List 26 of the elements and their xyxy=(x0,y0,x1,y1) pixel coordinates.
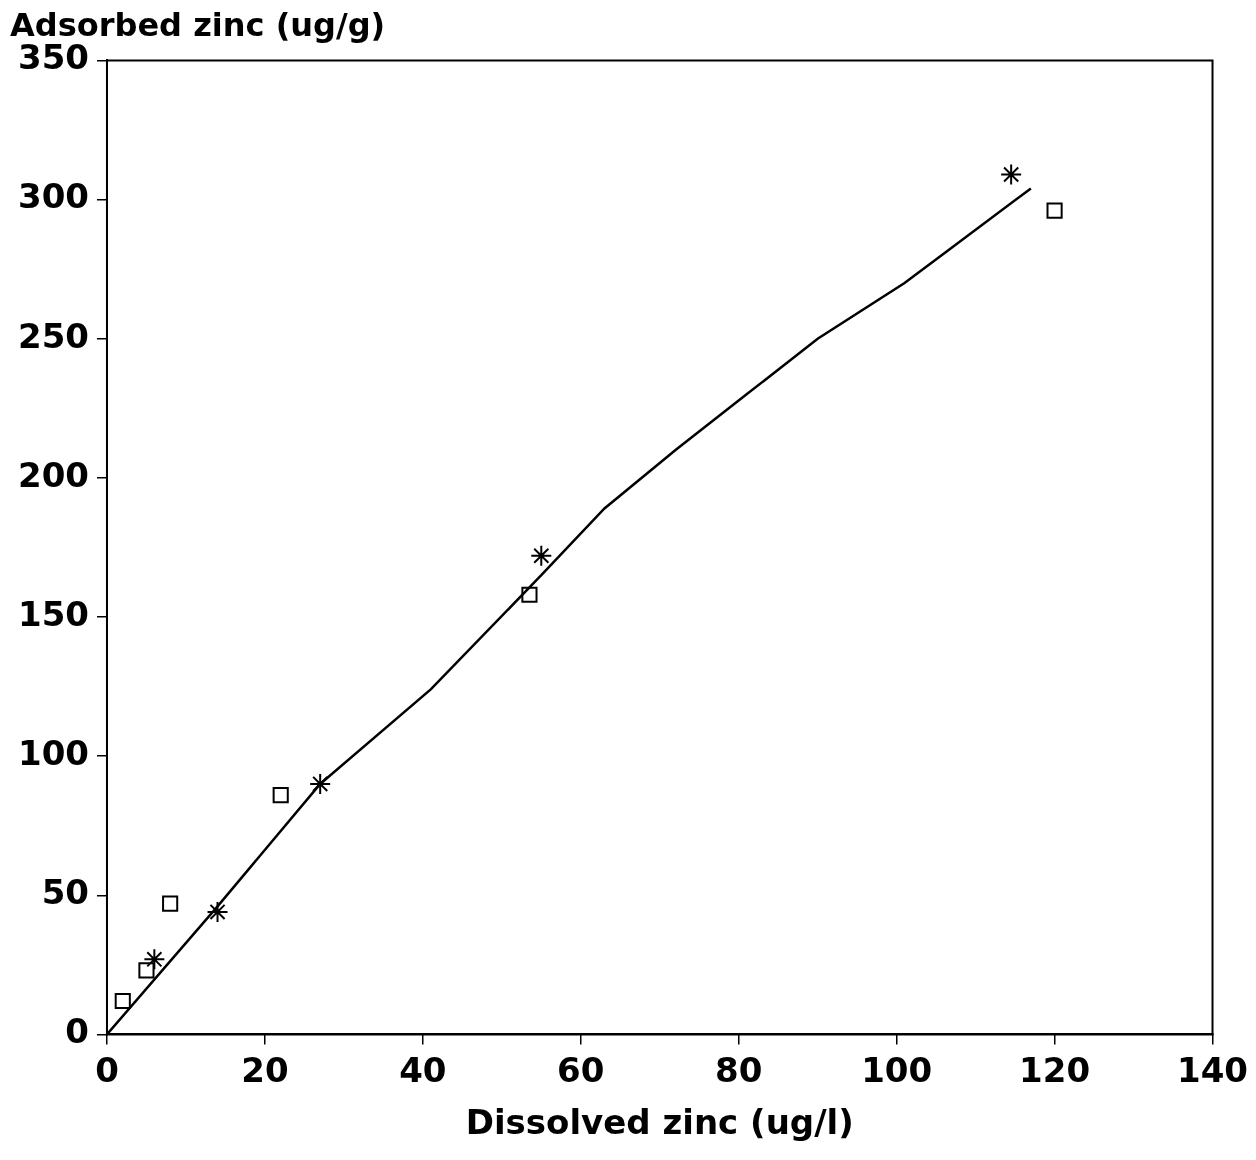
point xyxy=(162,895,179,912)
point xyxy=(309,772,332,795)
y-tick-label: 200 xyxy=(17,454,89,495)
x-tick-label: 40 xyxy=(399,1049,447,1090)
x-tick-label: 60 xyxy=(557,1049,605,1090)
y-tick-label: 150 xyxy=(17,593,89,634)
x-tick-label: 80 xyxy=(715,1049,763,1090)
point xyxy=(521,586,538,603)
y-tick-label: 300 xyxy=(17,176,89,217)
point xyxy=(114,992,131,1010)
x-tick-label: 0 xyxy=(95,1049,119,1090)
point xyxy=(1046,202,1063,219)
x-axis-title: Dissolved zinc (ug/l) xyxy=(465,1102,854,1143)
point xyxy=(530,544,553,567)
y-tick-label: 250 xyxy=(17,315,89,356)
point xyxy=(138,962,155,979)
x-tick-label: 20 xyxy=(241,1049,289,1090)
x-tick-label: 100 xyxy=(861,1049,933,1090)
point xyxy=(272,787,289,804)
y-tick-label: 100 xyxy=(17,732,89,773)
point xyxy=(206,900,229,923)
x-tick-label: 120 xyxy=(1019,1049,1091,1090)
point xyxy=(1000,163,1023,186)
y-tick-label: 0 xyxy=(65,1011,89,1052)
x-tick-label: 140 xyxy=(1177,1049,1249,1090)
y-tick-label: 50 xyxy=(41,872,89,913)
